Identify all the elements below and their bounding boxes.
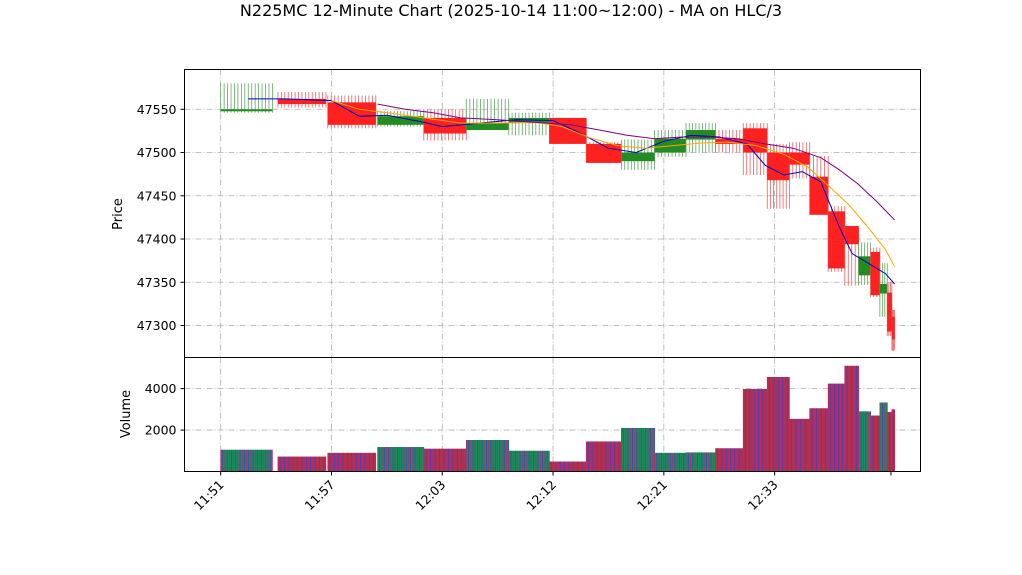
volume-bar [465,439,510,472]
candle [685,123,716,153]
candle [220,83,273,113]
volume-tick-label: 2000 [145,423,177,438]
candle-body [508,117,550,124]
x-tick-label: 12:12 [523,477,559,513]
volume-bar [508,450,550,472]
ma-line [248,98,895,285]
candle-body [549,117,587,144]
price-tick-label: 47400 [137,232,177,247]
volume-bar [423,448,467,472]
volume-tick-label: 4000 [145,381,177,396]
candle-body [809,176,829,215]
candle-body [715,138,744,144]
volume-bar [715,448,744,472]
candle [620,139,656,170]
candle-body [377,116,424,125]
candle-body [828,211,845,269]
ma-line [377,103,895,221]
volume-bar [277,456,327,472]
x-tick-label: 12:03 [412,477,448,513]
candle [548,117,587,144]
candle [715,130,744,153]
price-tick-label: 47450 [137,188,177,203]
volume-bar [766,376,790,472]
volume-bar-body [377,447,424,472]
volume-bar [742,389,768,472]
ma-line [331,100,896,267]
candle-body [844,226,859,245]
price-axis-label: Price [111,198,126,230]
volume-bar [585,441,622,472]
volume-bar-body [549,461,587,472]
volume-bar-body [743,389,768,472]
volume-bar [549,461,587,472]
volume-bar-body [715,448,744,472]
price-tick-label: 47500 [137,145,177,160]
candle-body [685,130,716,140]
candle-body [220,109,273,112]
candle-body [879,283,888,294]
candle-body [586,143,622,163]
x-tick-label: 12:33 [745,477,781,513]
volume-panel-frame [184,357,921,472]
volume-bar [891,409,895,472]
candle [742,123,768,176]
volume-bar-body [789,418,810,472]
candle [809,155,829,215]
volume-bar [327,452,377,472]
volume-bar-body [466,439,509,472]
candle-body [327,102,376,125]
candle-body [466,123,509,131]
volume-bar-body [621,427,655,472]
candle-body [423,117,467,134]
volume-bar [685,452,716,472]
volume-bar-body [879,402,888,472]
volume-bar [827,383,846,472]
volume-bar [789,418,811,472]
price-panel: 47300 47350 47400 47450 47500 47550 Price [111,69,921,358]
candle [827,206,846,272]
candle [870,247,881,297]
chart-title: N225MC 12-Minute Chart (2025-10-14 11:00… [240,1,782,20]
candle-body [887,292,892,332]
volume-bar [879,402,888,472]
candle-body [767,152,790,181]
candle-body [870,251,880,296]
volume-bar [886,412,893,472]
candle-body [891,316,895,340]
candle [465,98,510,131]
candle [891,309,896,351]
candle-body [277,98,326,105]
price-tick-label: 47550 [137,102,177,117]
candle [327,95,377,129]
volume-bar [809,408,829,472]
price-tick-label: 47350 [137,275,177,290]
x-tick-label: 11:51 [191,477,227,513]
candle [377,111,425,127]
candle [766,143,790,209]
volume-bar [844,365,859,472]
volume-bar [858,411,871,472]
candle-body [621,152,655,162]
volume-bar-body [423,448,467,472]
volume-bar [870,415,881,472]
x-tick-label: 12:21 [634,477,670,513]
volume-panel: 2000 4000 Volume [119,357,921,472]
volume-bar [377,447,425,472]
candle [886,282,893,336]
x-tick-label: 11:57 [302,477,338,513]
volume-bar-body [858,411,871,472]
candle-body [789,152,810,165]
volume-bar [621,427,655,472]
volume-bar-body [685,452,716,472]
price-tick-label: 47300 [137,318,177,333]
candle-body [858,256,871,276]
volume-bar [220,449,273,472]
volume-axis-label: Volume [119,390,134,438]
candle [277,91,327,108]
volume-bar [654,452,687,472]
